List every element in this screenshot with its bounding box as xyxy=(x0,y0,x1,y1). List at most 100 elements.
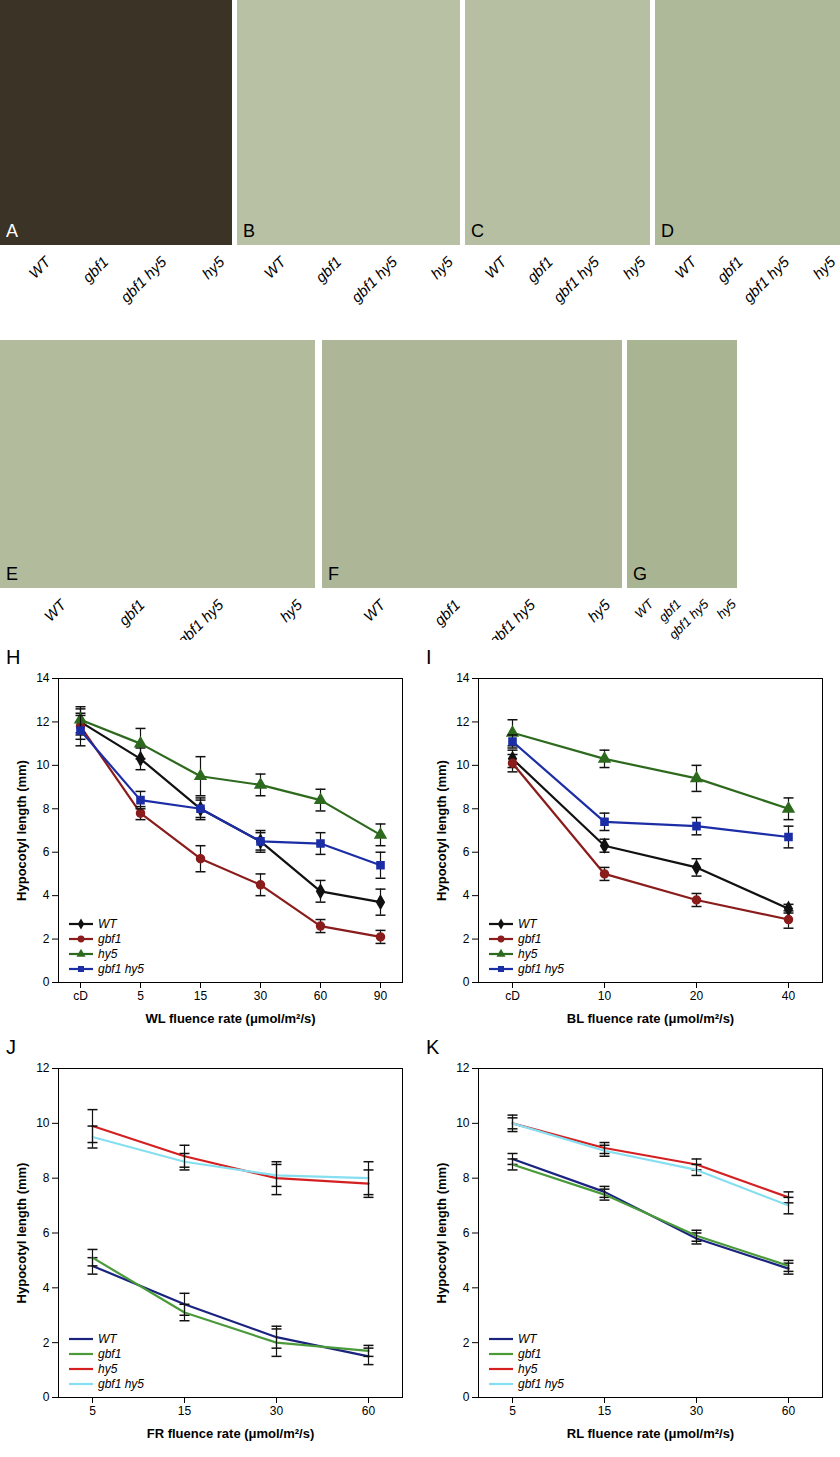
svg-text:Hypocotyl length (mm): Hypocotyl length (mm) xyxy=(434,1163,449,1304)
svg-text:gbf1 hy5: gbf1 hy5 xyxy=(348,253,401,306)
svg-text:6: 6 xyxy=(43,845,50,859)
svg-text:2: 2 xyxy=(43,1336,50,1350)
svg-text:Hypocotyl length (mm): Hypocotyl length (mm) xyxy=(14,760,29,901)
svg-text:hy5: hy5 xyxy=(619,253,649,283)
svg-text:12: 12 xyxy=(36,715,50,729)
svg-text:0: 0 xyxy=(463,975,470,989)
svg-text:10: 10 xyxy=(598,989,612,1003)
svg-text:6: 6 xyxy=(463,1226,470,1240)
svg-text:10: 10 xyxy=(456,1116,470,1130)
svg-text:10: 10 xyxy=(36,758,50,772)
svg-text:hy5: hy5 xyxy=(276,596,306,626)
svg-text:WT: WT xyxy=(481,252,511,282)
html-text:H: H xyxy=(6,646,21,668)
svg-text:BL fluence rate (μmol/m²/s): BL fluence rate (μmol/m²/s) xyxy=(567,1011,734,1026)
svg-text:D: D xyxy=(661,221,674,241)
svg-text:4: 4 xyxy=(463,1281,470,1295)
svg-text:gbf1: gbf1 xyxy=(115,596,148,629)
svg-text:30: 30 xyxy=(270,1404,284,1418)
html-text:WT: WT xyxy=(98,916,117,931)
html-text:gbf1 hy5: gbf1 hy5 xyxy=(518,961,564,976)
svg-text:90: 90 xyxy=(374,989,388,1003)
svg-text:0: 0 xyxy=(463,1390,470,1404)
svg-text:2: 2 xyxy=(43,932,50,946)
svg-text:gbf1 hy5: gbf1 hy5 xyxy=(550,253,603,306)
svg-text:hy5: hy5 xyxy=(427,253,457,283)
svg-text:12: 12 xyxy=(456,1061,470,1075)
svg-text:12: 12 xyxy=(36,1061,50,1075)
svg-text:4: 4 xyxy=(43,888,50,902)
svg-text:14: 14 xyxy=(36,671,50,685)
svg-text:hy5: hy5 xyxy=(584,596,614,626)
svg-text:6: 6 xyxy=(463,845,470,859)
svg-text:8: 8 xyxy=(463,1171,470,1185)
svg-text:B: B xyxy=(243,221,255,241)
svg-text:hy5: hy5 xyxy=(809,253,839,283)
html-text:gbf1: gbf1 xyxy=(518,931,542,946)
svg-text:10: 10 xyxy=(36,1116,50,1130)
svg-text:gbf1: gbf1 xyxy=(79,253,112,286)
svg-text:RL fluence rate (μmol/m²/s): RL fluence rate (μmol/m²/s) xyxy=(567,1426,734,1441)
svg-text:0: 0 xyxy=(43,975,50,989)
svg-text:6: 6 xyxy=(43,1226,50,1240)
svg-text:2: 2 xyxy=(463,932,470,946)
svg-text:10: 10 xyxy=(456,758,470,772)
svg-text:FR fluence rate (μmol/m²/s): FR fluence rate (μmol/m²/s) xyxy=(147,1426,315,1441)
svg-text:gbf1 hy5: gbf1 hy5 xyxy=(666,596,712,640)
svg-text:cD: cD xyxy=(505,989,520,1003)
html-text:hy5: hy5 xyxy=(98,946,118,961)
svg-text:A: A xyxy=(6,221,18,241)
svg-text:14: 14 xyxy=(456,671,470,685)
svg-text:Hypocotyl length (mm): Hypocotyl length (mm) xyxy=(14,1163,29,1304)
svg-text:gbf1 hy5: gbf1 hy5 xyxy=(117,253,170,306)
svg-text:60: 60 xyxy=(314,989,328,1003)
svg-text:gbf1: gbf1 xyxy=(312,253,345,286)
svg-text:5: 5 xyxy=(137,989,144,1003)
svg-text:G: G xyxy=(633,564,647,584)
svg-text:60: 60 xyxy=(782,1404,796,1418)
svg-text:12: 12 xyxy=(456,715,470,729)
svg-text:Hypocotyl length (mm): Hypocotyl length (mm) xyxy=(434,760,449,901)
svg-text:5: 5 xyxy=(89,1404,96,1418)
svg-text:gbf1: gbf1 xyxy=(713,253,746,286)
svg-text:cD: cD xyxy=(73,989,88,1003)
svg-text:30: 30 xyxy=(690,1404,704,1418)
svg-text:WT: WT xyxy=(671,252,701,282)
svg-text:15: 15 xyxy=(178,1404,192,1418)
svg-text:C: C xyxy=(471,221,484,241)
html-text:WT: WT xyxy=(518,916,537,931)
svg-text:4: 4 xyxy=(43,1281,50,1295)
svg-text:8: 8 xyxy=(463,802,470,816)
html-text:gbf1: gbf1 xyxy=(98,931,122,946)
html-text:gbf1 hy5: gbf1 hy5 xyxy=(98,961,144,976)
svg-text:4: 4 xyxy=(463,888,470,902)
svg-text:WT: WT xyxy=(632,596,658,622)
svg-text:gbf1 hy5: gbf1 hy5 xyxy=(174,596,227,640)
html-text:WT: WT xyxy=(98,1331,117,1346)
svg-text:WT: WT xyxy=(25,252,55,282)
svg-text:WT: WT xyxy=(41,595,71,625)
svg-text:hy5: hy5 xyxy=(714,596,740,622)
svg-text:40: 40 xyxy=(782,989,796,1003)
svg-text:60: 60 xyxy=(362,1404,376,1418)
svg-text:gbf1 hy5: gbf1 hy5 xyxy=(486,596,539,640)
svg-text:5: 5 xyxy=(509,1404,516,1418)
svg-text:WT: WT xyxy=(360,595,390,625)
svg-text:0: 0 xyxy=(43,1390,50,1404)
svg-text:8: 8 xyxy=(43,1171,50,1185)
svg-text:2: 2 xyxy=(463,1336,470,1350)
svg-text:gbf1: gbf1 xyxy=(523,253,556,286)
svg-text:gbf1: gbf1 xyxy=(431,596,464,629)
svg-text:hy5: hy5 xyxy=(198,253,228,283)
svg-text:20: 20 xyxy=(690,989,704,1003)
svg-text:WT: WT xyxy=(260,252,290,282)
svg-text:30: 30 xyxy=(254,989,268,1003)
svg-text:15: 15 xyxy=(194,989,208,1003)
svg-text:gbf1 hy5: gbf1 hy5 xyxy=(740,253,793,306)
html-text:hy5: hy5 xyxy=(518,946,538,961)
svg-text:F: F xyxy=(328,564,339,584)
svg-text:WL fluence rate (μmol/m²/s): WL fluence rate (μmol/m²/s) xyxy=(145,1011,315,1026)
svg-text:8: 8 xyxy=(43,802,50,816)
svg-text:15: 15 xyxy=(598,1404,612,1418)
svg-text:E: E xyxy=(6,564,18,584)
